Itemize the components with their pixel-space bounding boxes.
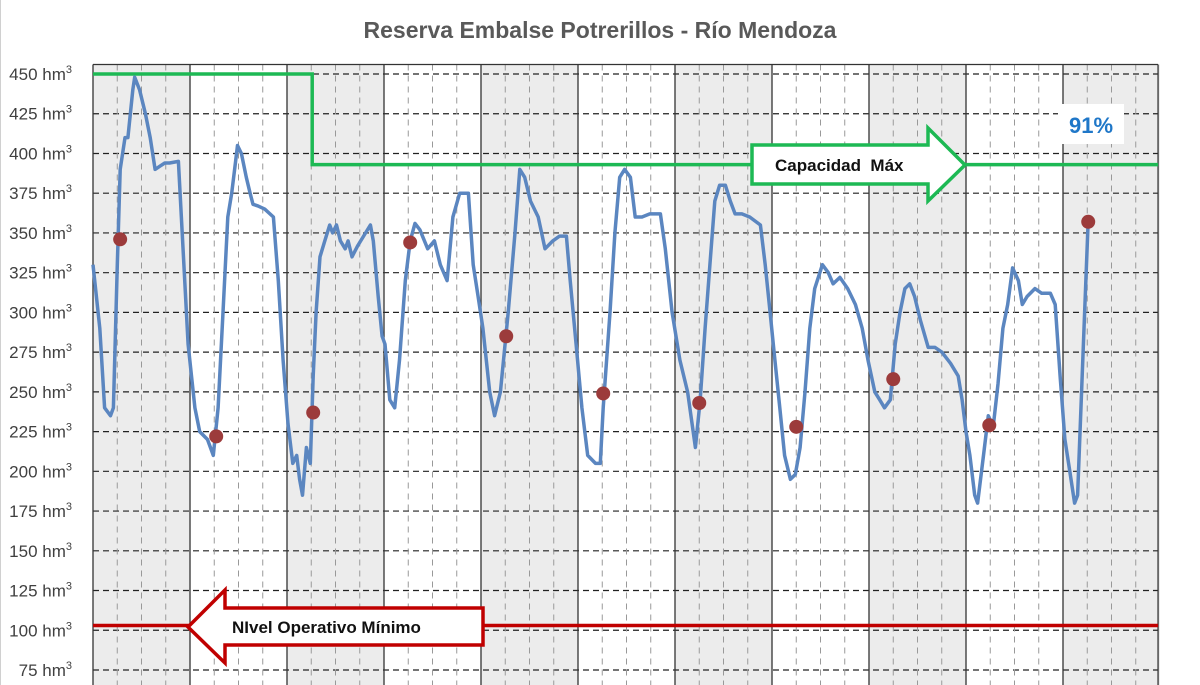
capacity-arrow-shape xyxy=(750,123,968,206)
y-tick-superscript: 3 xyxy=(66,263,72,275)
percentage-label: 91% xyxy=(1069,113,1113,138)
y-tick-superscript: 3 xyxy=(66,581,72,593)
annual-marker xyxy=(789,419,804,434)
y-tick-label: 200 hm3 xyxy=(9,461,72,481)
y-tick-label: 175 hm3 xyxy=(9,501,72,521)
y-tick-label: 275 hm3 xyxy=(9,342,72,362)
annual-marker xyxy=(113,232,128,247)
annual-markers xyxy=(113,214,1096,444)
annual-marker xyxy=(306,405,321,420)
y-tick-superscript: 3 xyxy=(66,541,72,553)
minimum-label: NIvel Operativo Mínimo xyxy=(232,618,421,637)
y-tick-label: 75 hm3 xyxy=(19,660,72,680)
y-tick-superscript: 3 xyxy=(66,620,72,632)
y-tick-label: 350 hm3 xyxy=(9,223,72,243)
percentage-box xyxy=(1058,104,1124,144)
capacity-label: Capacidad Máx xyxy=(775,156,904,175)
capacity-line xyxy=(93,72,1159,167)
minimum-arrow-shape xyxy=(185,585,485,668)
annual-marker xyxy=(596,386,611,401)
y-tick-label: 100 hm3 xyxy=(9,620,72,640)
y-tick-label: 300 hm3 xyxy=(9,302,72,322)
annual-marker xyxy=(982,418,997,433)
y-tick-label: 450 hm3 xyxy=(9,64,72,84)
y-tick-label: 250 hm3 xyxy=(9,382,72,402)
annual-marker xyxy=(1081,214,1096,229)
y-tick-label: 425 hm3 xyxy=(9,104,72,124)
y-tick-superscript: 3 xyxy=(66,660,72,672)
y-tick-superscript: 3 xyxy=(66,342,72,354)
y-tick-label: 325 hm3 xyxy=(9,263,72,283)
y-tick-superscript: 3 xyxy=(66,302,72,314)
y-tick-superscript: 3 xyxy=(66,104,72,116)
y-tick-label: 150 hm3 xyxy=(9,541,72,561)
y-axis-ticks: 75 hm3 100 hm3 125 hm3 150 hm3 175 hm3 200 hm… xyxy=(9,64,72,680)
y-tick-label: 225 hm3 xyxy=(9,422,72,442)
y-tick-superscript: 3 xyxy=(66,382,72,394)
annual-marker xyxy=(886,372,901,387)
chart-title: Reserva Embalse Potrerillos - Río Mendoz… xyxy=(364,17,837,43)
y-tick-superscript: 3 xyxy=(66,501,72,513)
reserve-line xyxy=(91,75,1090,505)
capacity-arrow: Capacidad Máx xyxy=(750,123,968,206)
y-tick-superscript: 3 xyxy=(66,422,72,434)
y-tick-superscript: 3 xyxy=(66,183,72,195)
y-tick-superscript: 3 xyxy=(66,64,72,76)
annual-marker xyxy=(692,395,707,410)
minimum-arrow: NIvel Operativo Mínimo xyxy=(185,585,485,668)
y-tick-label: 400 hm3 xyxy=(9,143,72,163)
y-tick-superscript: 3 xyxy=(66,461,72,473)
y-tick-label: 125 hm3 xyxy=(9,581,72,601)
annual-marker xyxy=(403,235,418,250)
y-tick-superscript: 3 xyxy=(66,223,72,235)
y-tick-superscript: 3 xyxy=(66,143,72,155)
y-tick-label: 375 hm3 xyxy=(9,183,72,203)
current-percentage: 91% xyxy=(1058,104,1124,144)
annual-marker xyxy=(209,429,224,444)
annual-marker xyxy=(499,329,514,344)
